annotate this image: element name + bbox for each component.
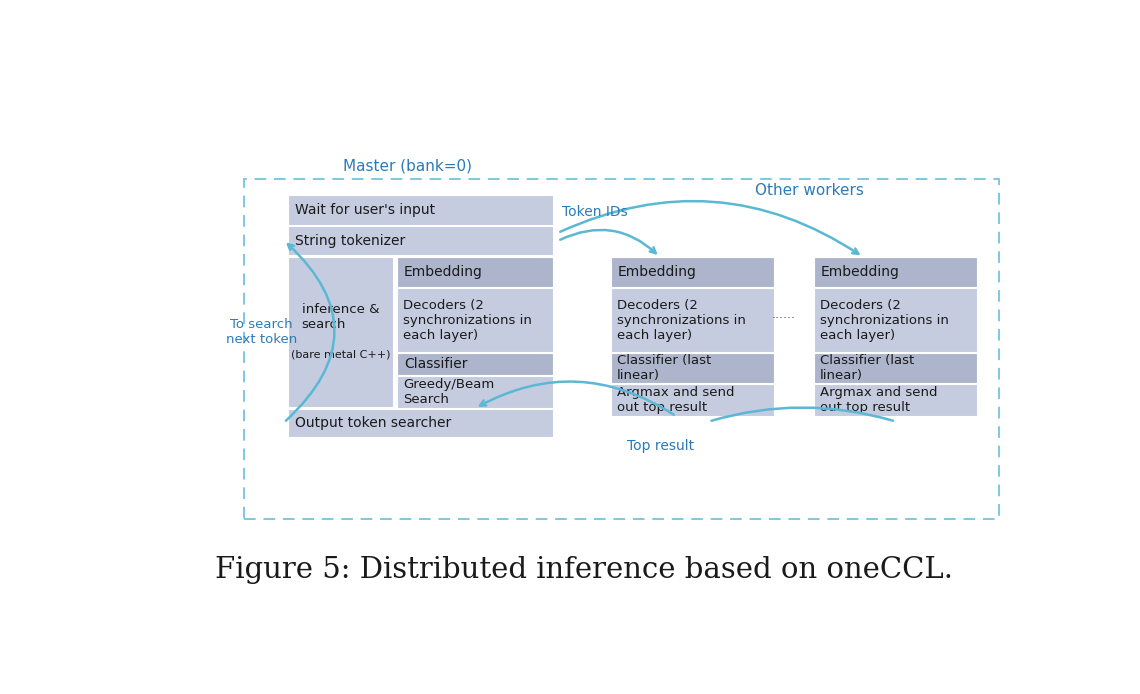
Text: Decoders (2
synchronizations in
each layer): Decoders (2 synchronizations in each lay… bbox=[617, 298, 746, 341]
Text: Top result: Top result bbox=[627, 439, 694, 452]
Text: To search
next token: To search next token bbox=[226, 318, 298, 346]
FancyBboxPatch shape bbox=[814, 384, 977, 416]
Text: Classifier: Classifier bbox=[404, 357, 467, 371]
Text: Classifier (last
linear): Classifier (last linear) bbox=[820, 354, 914, 382]
Text: String tokenizer: String tokenizer bbox=[295, 234, 406, 248]
Text: Embedding: Embedding bbox=[618, 265, 697, 279]
FancyBboxPatch shape bbox=[397, 376, 553, 408]
Text: (bare metal C++): (bare metal C++) bbox=[291, 349, 390, 359]
Text: Argmax and send
out top result: Argmax and send out top result bbox=[617, 386, 734, 414]
Text: Figure 5: Distributed inference based on oneCCL.: Figure 5: Distributed inference based on… bbox=[215, 556, 953, 584]
Text: Other workers: Other workers bbox=[755, 183, 864, 198]
FancyBboxPatch shape bbox=[397, 257, 553, 287]
Text: Token IDs: Token IDs bbox=[562, 205, 628, 219]
FancyBboxPatch shape bbox=[397, 353, 553, 375]
Text: inference &
search: inference & search bbox=[302, 303, 380, 331]
FancyBboxPatch shape bbox=[611, 353, 774, 382]
FancyBboxPatch shape bbox=[814, 257, 977, 287]
Text: Decoders (2
synchronizations in
each layer): Decoders (2 synchronizations in each lay… bbox=[820, 298, 948, 341]
FancyBboxPatch shape bbox=[397, 289, 553, 352]
FancyBboxPatch shape bbox=[288, 226, 553, 255]
Text: Classifier (last
linear): Classifier (last linear) bbox=[617, 354, 711, 382]
FancyBboxPatch shape bbox=[611, 289, 774, 352]
FancyBboxPatch shape bbox=[814, 353, 977, 382]
FancyBboxPatch shape bbox=[814, 289, 977, 352]
Text: ......: ...... bbox=[772, 308, 796, 321]
Text: Wait for user's input: Wait for user's input bbox=[295, 203, 435, 217]
FancyBboxPatch shape bbox=[611, 384, 774, 416]
Text: Embedding: Embedding bbox=[821, 265, 899, 279]
Text: Greedy/Beam
Search: Greedy/Beam Search bbox=[404, 378, 495, 406]
Text: Master (bank=0): Master (bank=0) bbox=[343, 159, 472, 174]
FancyBboxPatch shape bbox=[611, 257, 774, 287]
Text: Output token searcher: Output token searcher bbox=[295, 416, 451, 430]
FancyBboxPatch shape bbox=[288, 409, 553, 437]
FancyBboxPatch shape bbox=[288, 195, 553, 225]
Text: Embedding: Embedding bbox=[404, 265, 483, 279]
Text: Decoders (2
synchronizations in
each layer): Decoders (2 synchronizations in each lay… bbox=[404, 298, 532, 341]
Text: Argmax and send
out top result: Argmax and send out top result bbox=[820, 386, 937, 414]
FancyBboxPatch shape bbox=[288, 257, 392, 407]
